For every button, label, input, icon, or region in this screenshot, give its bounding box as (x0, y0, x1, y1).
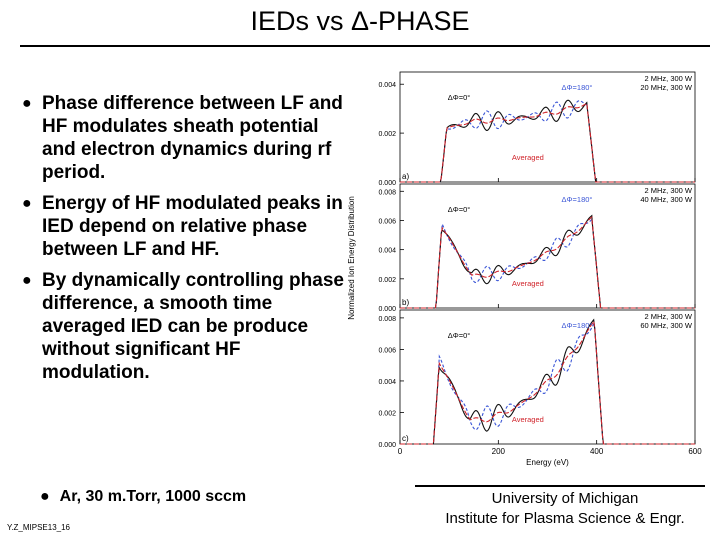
panel-frame (399, 71, 696, 183)
x-tick-label: 0 (398, 447, 403, 456)
bullet-item: ● Phase difference between LF and HF modu… (22, 92, 352, 184)
annotation-phase180: ΔΦ=180° (562, 321, 593, 330)
series-line-avg (400, 102, 695, 183)
bullet-icon: ● (40, 488, 50, 505)
y-tick-label: 0.000 (378, 306, 396, 313)
y-tick-label: 0.004 (378, 248, 396, 255)
y-tick-label: 0.008 (378, 189, 396, 196)
y-tick-label: 0.000 (378, 442, 396, 449)
legend-entry: 2 MHz, 300 W (644, 186, 692, 195)
bullet-item: ● Energy of HF modulated peaks in IED dep… (22, 192, 352, 261)
annotation-phase180: ΔΦ=180° (562, 195, 593, 204)
panel-label: b) (402, 298, 409, 307)
series-line-p180 (400, 322, 695, 445)
annotation-phase0: ΔΦ=0° (448, 93, 471, 102)
legend-entry: 60 MHz, 300 W (640, 321, 693, 330)
bullet-text: Phase difference between LF and HF modul… (42, 93, 343, 183)
y-axis-label: Normalized Ion Energy Distribution (347, 196, 356, 320)
annotation-phase0: ΔΦ=0° (448, 331, 471, 340)
x-tick-label: 600 (688, 447, 702, 456)
y-tick-label: 0.002 (378, 277, 396, 284)
y-tick-label: 0.006 (378, 347, 396, 354)
annotation-averaged: Averaged (512, 415, 544, 424)
y-tick-label: 0.002 (378, 410, 396, 417)
title-divider (20, 45, 710, 47)
annotation-phase0: ΔΦ=0° (448, 205, 471, 214)
x-axis-label: Energy (eV) (526, 458, 569, 467)
series-line-p180 (400, 100, 695, 183)
bullet-item: ● By dynamically controlling phase differ… (22, 269, 352, 384)
bullet-text: By dynamically controlling phase differe… (42, 270, 344, 383)
panel-label: c) (402, 434, 409, 443)
y-tick-label: 0.000 (378, 180, 396, 187)
affiliation-university: University of Michigan (491, 490, 639, 507)
annotation-phase180: ΔΦ=180° (562, 83, 593, 92)
affiliation-institute: Institute for Plasma Science & Engr. (445, 510, 685, 527)
panel-label: a) (402, 172, 409, 181)
y-tick-label: 0.004 (378, 379, 396, 386)
legend-entry: 40 MHz, 300 W (640, 195, 693, 204)
y-tick-label: 0.006 (378, 218, 396, 225)
sub-bullet-text: Ar, 30 m.Torr, 1000 sccm (59, 488, 247, 505)
legend-entry: 2 MHz, 300 W (644, 74, 692, 83)
legend-entry: 2 MHz, 300 W (644, 312, 692, 321)
sub-bullet: ● Ar, 30 m.Torr, 1000 sccm (40, 488, 246, 506)
legend-entry: 20 MHz, 300 W (640, 83, 693, 92)
bullet-icon: ● (22, 95, 32, 112)
series-line-p0 (400, 318, 695, 445)
bullet-icon: ● (22, 195, 32, 212)
x-tick-label: 400 (590, 447, 604, 456)
annotation-averaged: Averaged (512, 153, 544, 162)
annotation-averaged: Averaged (512, 279, 544, 288)
bullet-text: Energy of HF modulated peaks in IED depe… (42, 193, 343, 260)
y-tick-label: 0.002 (378, 131, 396, 138)
series-line-avg (400, 319, 695, 445)
y-tick-label: 0.008 (378, 316, 396, 323)
footer-slide-id: Y.Z_MIPSE13_16 (7, 523, 71, 532)
footer-divider (415, 485, 705, 487)
slide-title: IEDs vs Δ-PHASE (250, 6, 470, 36)
x-tick-label: 200 (492, 447, 506, 456)
panel-frame (399, 183, 696, 309)
series-line-p180 (400, 218, 695, 309)
bullet-icon: ● (22, 272, 32, 289)
panel-frame (399, 309, 696, 445)
series-line-avg (400, 215, 695, 309)
bullet-list: ● Phase difference between LF and HF modu… (22, 92, 352, 392)
y-tick-label: 0.004 (378, 82, 396, 89)
